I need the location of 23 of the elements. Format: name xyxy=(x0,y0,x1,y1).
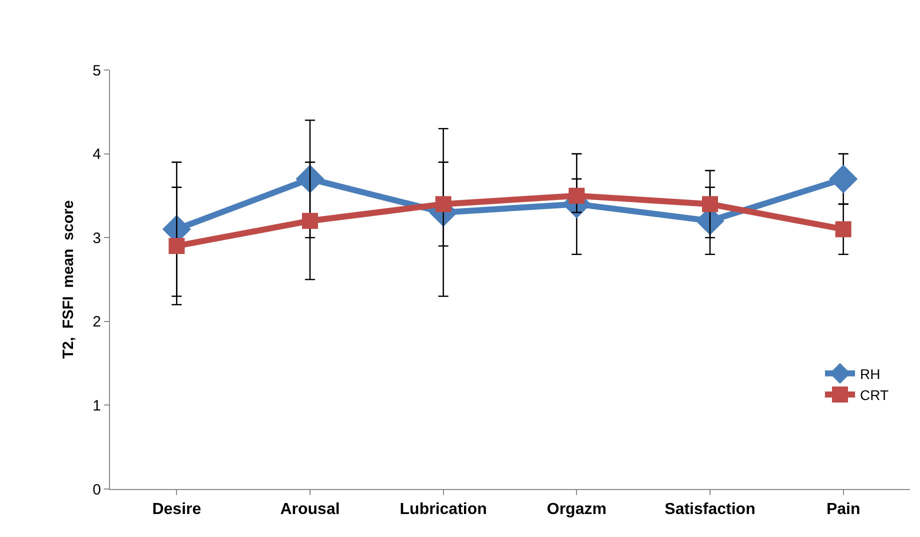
legend-label: RH xyxy=(860,366,880,382)
point xyxy=(302,212,318,229)
x-tick-label: Pain xyxy=(826,501,860,518)
legend-label: CRT xyxy=(860,387,889,404)
point xyxy=(829,164,858,194)
point xyxy=(168,238,185,254)
point xyxy=(435,196,452,212)
x-tick-label: Orgazm xyxy=(546,501,606,518)
y-tick-label: 2 xyxy=(92,314,101,331)
x-tick-label: Lubrication xyxy=(400,501,487,518)
y-tick-label: 5 xyxy=(92,62,101,80)
point xyxy=(296,164,324,194)
y-tick-label: 0 xyxy=(92,481,101,498)
point xyxy=(568,188,585,204)
point xyxy=(835,221,852,238)
y-tick-label: 1 xyxy=(92,397,101,414)
x-tick-label: Arousal xyxy=(280,501,340,518)
y-axis-title: T2, FSFI mean score xyxy=(60,200,77,359)
point xyxy=(702,196,718,212)
y-tick-label: 4 xyxy=(92,146,101,164)
x-tick-label: Satisfaction xyxy=(664,501,756,518)
y-tick-label: 3 xyxy=(92,230,101,247)
x-tick-label: Desire xyxy=(152,501,202,518)
